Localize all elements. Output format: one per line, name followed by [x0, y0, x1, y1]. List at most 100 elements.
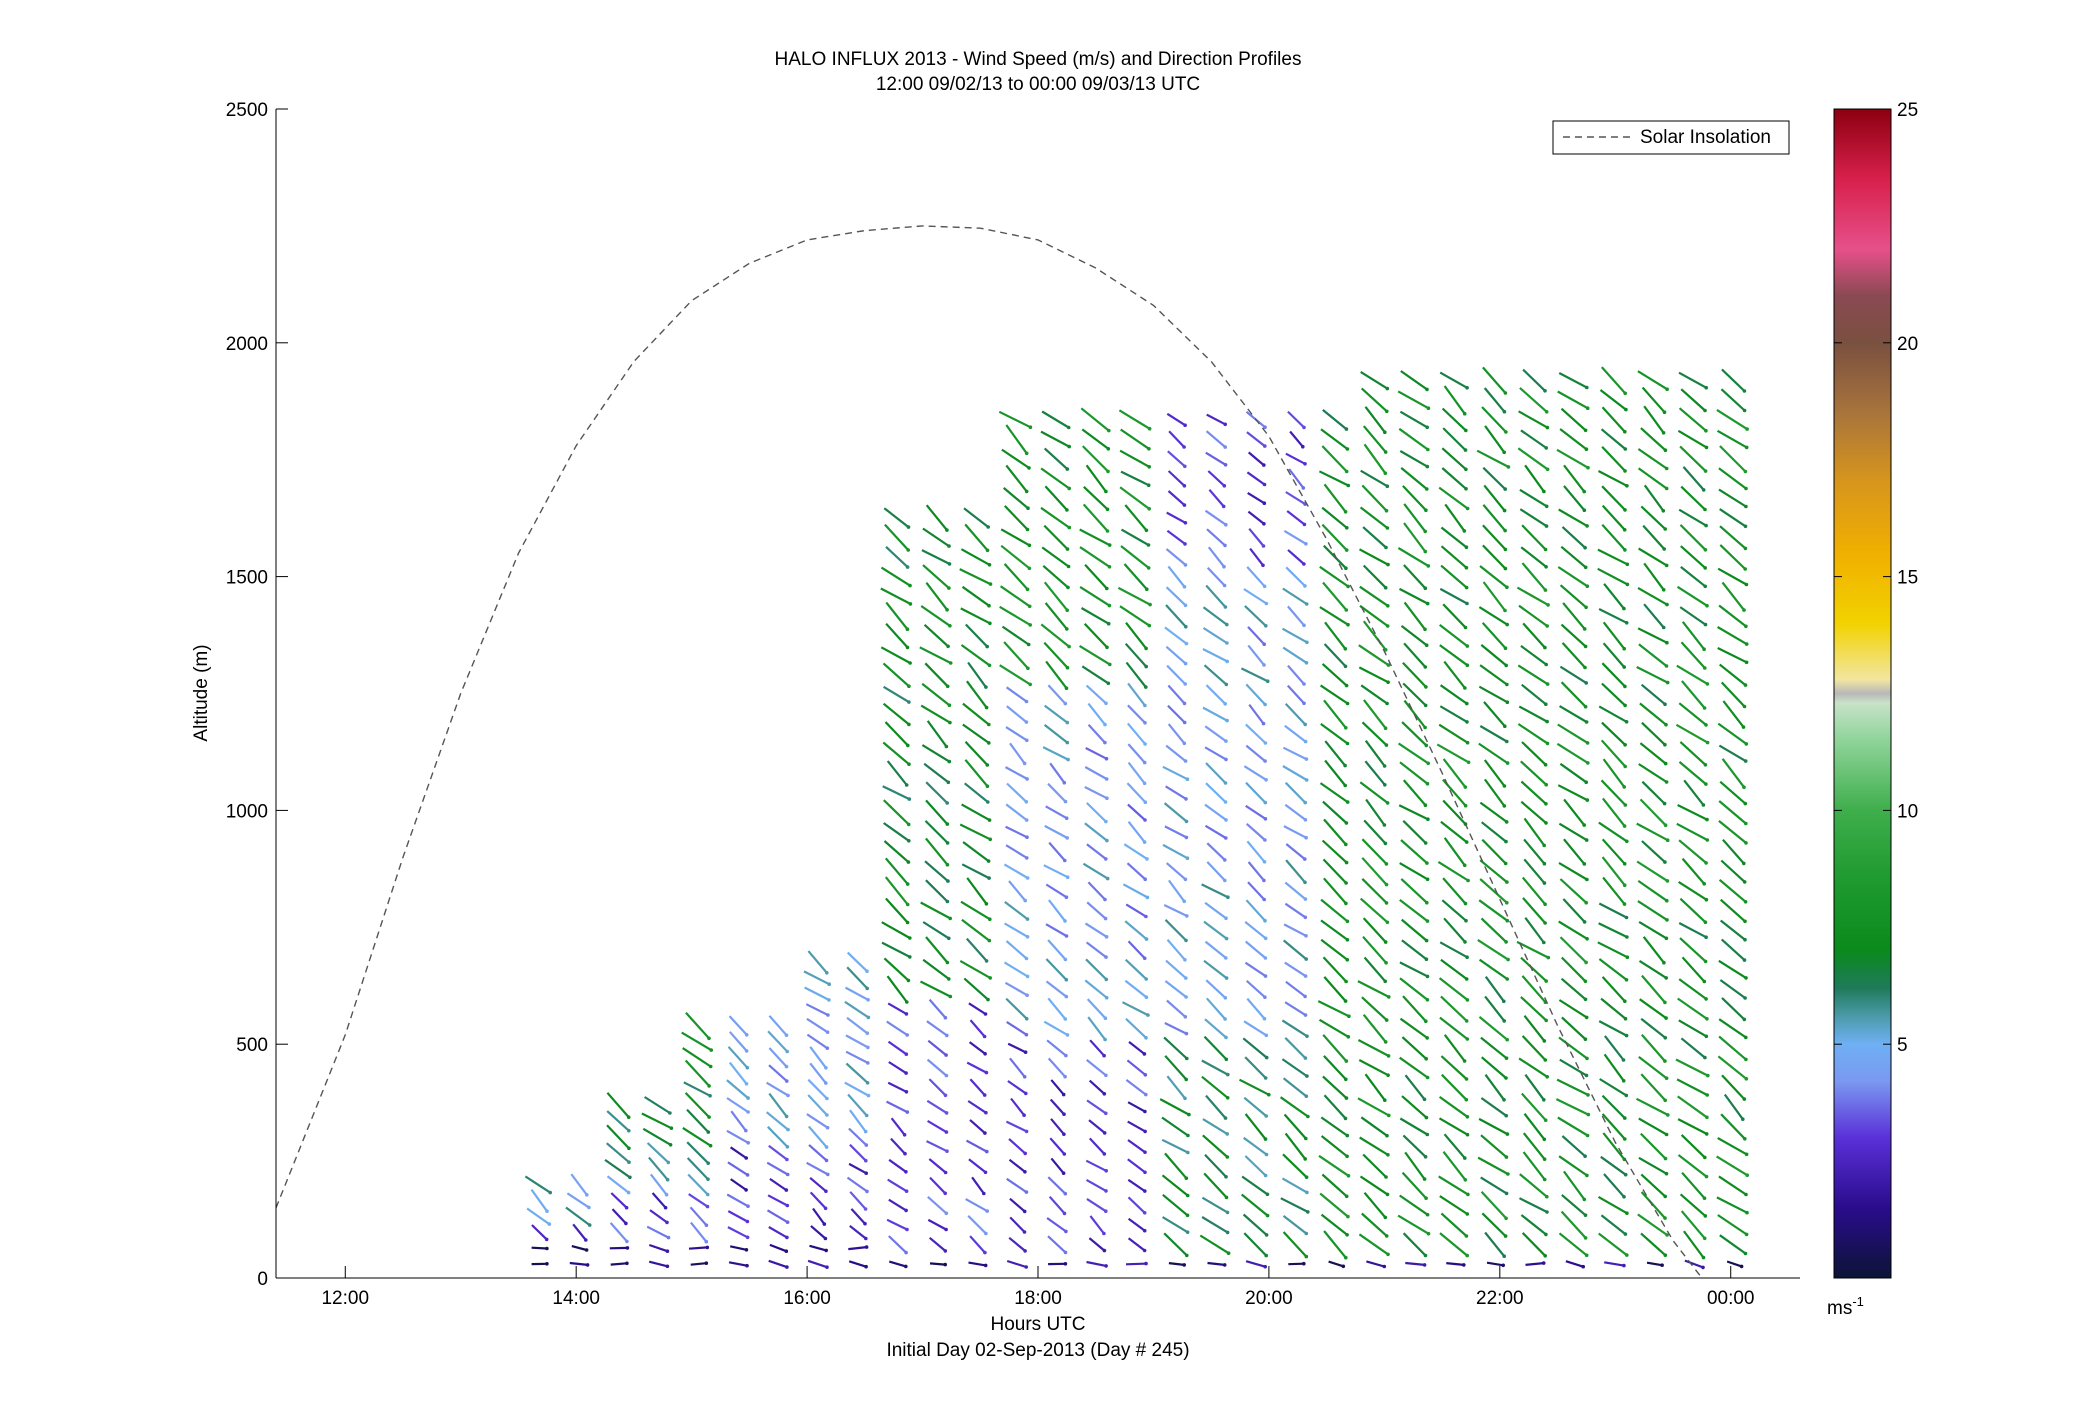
- wind-arrow-head: [988, 621, 992, 626]
- wind-arrow-head: [1583, 644, 1588, 649]
- wind-arrow: [927, 1039, 947, 1056]
- wind-arrow: [1438, 977, 1469, 1001]
- wind-arrow-head: [1663, 448, 1668, 453]
- wind-arrow: [682, 1047, 712, 1068]
- wind-arrow-head: [943, 1170, 948, 1175]
- wind-arrow-head: [1465, 740, 1470, 745]
- wind-arrow: [1247, 861, 1265, 882]
- wind-arrow: [1165, 744, 1187, 762]
- wind-arrow-head: [822, 1222, 827, 1226]
- wind-arrow: [1317, 1000, 1350, 1018]
- wind-arrow-head: [1623, 764, 1627, 769]
- wind-arrow: [961, 803, 991, 822]
- wind-arrow: [1358, 1233, 1389, 1256]
- wind-arrow-head: [1583, 565, 1588, 570]
- wind-arrow: [1247, 491, 1265, 505]
- wind-arrow: [1718, 1035, 1747, 1061]
- wind-arrow-head: [1065, 508, 1069, 512]
- wind-arrow: [1679, 897, 1707, 924]
- wind-arrow: [1204, 746, 1227, 761]
- wind-arrow: [1403, 564, 1427, 589]
- wind-arrow-head: [1503, 646, 1508, 650]
- wind-arrow: [1520, 996, 1547, 1022]
- wind-arrow-head: [1183, 759, 1188, 763]
- wind-arrow-head: [1306, 1114, 1310, 1119]
- wind-arrow-head: [827, 998, 831, 1002]
- wind-arrow: [1161, 1138, 1189, 1154]
- wind-arrow-head: [1504, 820, 1509, 824]
- wind-arrow: [768, 1047, 788, 1068]
- wind-arrow-head: [1742, 785, 1746, 789]
- wind-arrow-head: [745, 1235, 750, 1240]
- wind-arrow-head: [1223, 422, 1227, 427]
- wind-arrow-head: [1382, 823, 1387, 827]
- wind-arrow: [1246, 431, 1266, 447]
- wind-arrow-head: [1425, 1036, 1429, 1040]
- wind-arrow-head: [1265, 679, 1270, 683]
- wind-arrow: [1560, 681, 1587, 708]
- wind-arrow-head: [1703, 666, 1707, 670]
- wind-arrow: [1282, 939, 1307, 960]
- wind-arrow: [1207, 470, 1226, 487]
- wind-arrow-head: [784, 1188, 789, 1192]
- wind-arrow: [1639, 742, 1667, 765]
- wind-arrow-head: [985, 644, 989, 649]
- wind-arrow: [1204, 1153, 1227, 1178]
- wind-arrow: [1245, 781, 1267, 804]
- wind-arrow: [1442, 603, 1467, 629]
- wind-arrow: [1282, 646, 1308, 664]
- wind-arrow: [1243, 588, 1267, 605]
- wind-arrow: [1288, 468, 1305, 489]
- wind-arrow: [1679, 524, 1707, 551]
- wind-arrow: [1401, 1036, 1427, 1060]
- wind-arrow: [1601, 838, 1626, 865]
- wind-arrow: [1518, 604, 1548, 627]
- wind-arrow: [885, 545, 909, 568]
- wind-arrow: [1161, 1174, 1189, 1197]
- wind-arrow-head: [1462, 863, 1467, 868]
- wind-arrow: [1050, 1157, 1065, 1174]
- wind-arrow: [1084, 786, 1108, 800]
- wind-arrow: [1519, 1173, 1548, 1198]
- wind-arrow: [1602, 797, 1626, 827]
- wind-arrow: [1322, 1075, 1348, 1099]
- wind-arrow-head: [1264, 1253, 1268, 1258]
- wind-arrow: [880, 646, 911, 664]
- wind-arrow: [1516, 586, 1549, 606]
- wind-arrow-head: [1425, 1212, 1430, 1217]
- wind-arrow-head: [1344, 1255, 1348, 1260]
- wind-arrow-head: [943, 1262, 947, 1267]
- wind-arrow: [1361, 857, 1388, 886]
- wind-arrow-head: [1663, 761, 1668, 766]
- wind-arrow-head: [745, 1065, 750, 1070]
- wind-arrow: [960, 548, 991, 566]
- wind-arrow-head: [785, 1145, 790, 1149]
- wind-arrow: [1203, 1172, 1228, 1199]
- wind-arrow-head: [1106, 621, 1111, 626]
- wind-arrow: [887, 1081, 907, 1093]
- wind-arrow: [768, 1015, 788, 1036]
- wind-arrow: [964, 523, 989, 552]
- wind-arrow-head: [1226, 895, 1230, 899]
- wind-arrow: [1320, 1213, 1348, 1236]
- wind-arrow: [1638, 1156, 1668, 1175]
- wind-arrow-head: [1222, 583, 1227, 588]
- wind-arrow-head: [1067, 644, 1071, 649]
- wind-arrow: [1167, 704, 1186, 724]
- wind-arrow: [810, 1225, 827, 1240]
- wind-arrow-head: [1665, 879, 1670, 883]
- wind-arrow-head: [1703, 584, 1707, 589]
- wind-arrow-head: [1104, 1111, 1108, 1116]
- wind-arrow: [1359, 1175, 1389, 1196]
- wind-arrow: [809, 1062, 827, 1084]
- wind-arrow-head: [1423, 1155, 1428, 1159]
- wind-arrow: [1087, 881, 1106, 901]
- wind-arrow: [1478, 685, 1508, 704]
- wind-arrow-head: [1544, 524, 1549, 528]
- wind-arrow-head: [1665, 898, 1669, 903]
- wind-arrow-head: [745, 1263, 749, 1268]
- wind-arrow-head: [823, 1206, 828, 1211]
- wind-arrow-head: [1703, 1214, 1708, 1218]
- wind-arrow-head: [1744, 1192, 1748, 1197]
- wind-arrow-head: [1742, 608, 1746, 612]
